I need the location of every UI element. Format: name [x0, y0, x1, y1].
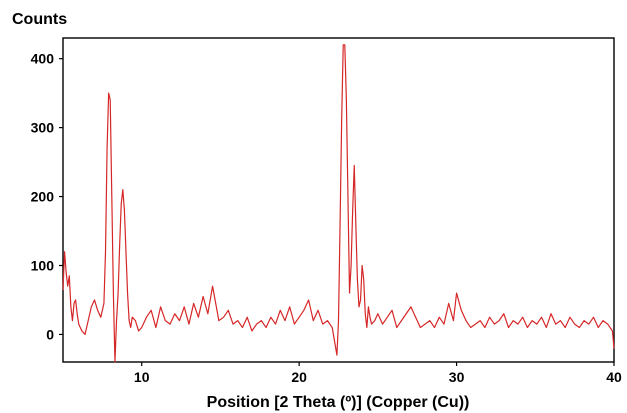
x-tick-label: 40	[606, 369, 622, 385]
x-tick-label: 30	[449, 369, 465, 385]
x-tick-label: 10	[134, 369, 150, 385]
y-axis-label: Counts	[12, 11, 67, 28]
y-tick-label: 0	[46, 326, 54, 342]
plot-area: 0 100 200 300 400 10 20 30 40	[31, 37, 622, 385]
x-axis-label: Position [2 Theta (º)] (Copper (Cu))	[207, 394, 470, 411]
y-tick-label: 200	[31, 189, 55, 205]
xrd-series-line	[62, 44, 615, 363]
x-tick-label: 20	[291, 369, 307, 385]
plot-frame	[62, 37, 615, 363]
y-tick-label: 300	[31, 120, 55, 136]
y-tick-label: 100	[31, 257, 55, 273]
y-tick-label: 400	[31, 51, 55, 67]
